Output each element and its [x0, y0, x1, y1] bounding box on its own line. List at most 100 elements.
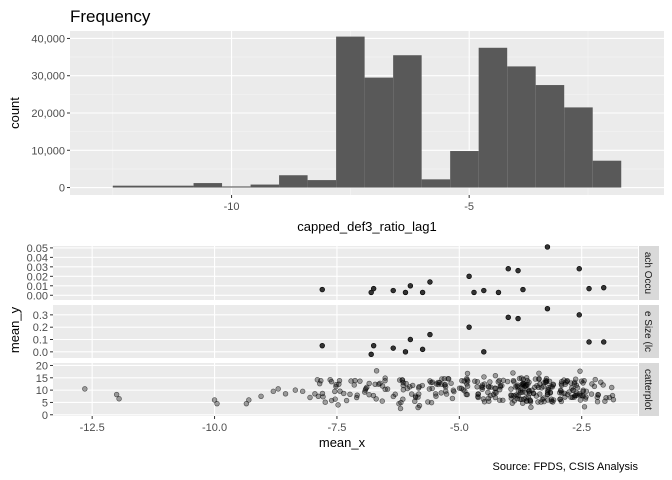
scatter-facet-2: e Size (lc 0.00.10.20.3: [33, 305, 659, 359]
scatter-point: [82, 386, 88, 392]
scatter-point: [322, 399, 328, 405]
histogram-bar: [336, 36, 365, 188]
y-tick-label: 0.01: [27, 281, 48, 293]
scatter-point: [464, 378, 471, 384]
y-tick-label: 40,000: [31, 33, 65, 45]
scatter-point: [419, 346, 426, 353]
scatter-point: [407, 384, 413, 390]
scatter-point: [481, 349, 487, 355]
source-caption: Source: FPDS, CSIS Analysis: [493, 461, 639, 473]
scatter-point: [377, 380, 383, 387]
y-tick-label: 5: [42, 397, 48, 409]
scatter-point: [390, 287, 396, 294]
scatter-point: [427, 279, 433, 285]
scatter-panel: [53, 246, 638, 300]
scatter-point: [580, 380, 586, 386]
facet-strip: [639, 246, 659, 300]
histogram-y-label: count: [7, 97, 22, 129]
scatter-point: [581, 404, 588, 410]
scatter-point: [510, 370, 516, 376]
scatter-point: [438, 390, 444, 396]
facet-strip: [639, 363, 659, 416]
scatter-point: [366, 391, 372, 398]
scatter-point: [412, 398, 418, 405]
scatter-point: [497, 383, 504, 389]
x-tick-label: -10.0: [202, 422, 227, 434]
scatter-point: [458, 385, 465, 391]
scatter-point: [352, 377, 358, 384]
scatter-point: [536, 376, 542, 382]
scatter-point: [396, 377, 403, 383]
scatter-point: [318, 377, 324, 384]
scatter-point: [536, 370, 542, 376]
histogram-bar: [507, 66, 536, 188]
scatter-point: [347, 391, 353, 397]
scatter-point: [522, 383, 529, 389]
y-tick-label: 30,000: [31, 71, 65, 83]
scatter-facet-1: ach Occu 0.000.010.020.030.040.05: [27, 243, 659, 302]
scatter-y-label: mean_y: [7, 306, 22, 353]
scatter-point: [558, 398, 565, 405]
scatter-point: [335, 402, 341, 408]
scatter-point: [496, 397, 503, 403]
scatter-point: [526, 387, 532, 394]
histogram-bar: [421, 179, 451, 188]
scatter-point: [592, 376, 598, 383]
scatter-point: [576, 266, 582, 272]
scatter-point: [275, 386, 281, 392]
scatter-point: [332, 388, 338, 395]
scatter-point: [353, 394, 360, 401]
scatter-point: [400, 382, 406, 389]
scatter-point: [480, 396, 487, 402]
scatter-point: [505, 266, 511, 272]
scatter-point: [449, 395, 456, 402]
scatter-point: [481, 287, 487, 294]
histogram-bar: [307, 180, 337, 188]
scatter-point: [577, 397, 584, 403]
scatter-point: [492, 385, 498, 391]
scatter-point: [515, 315, 521, 322]
scatter-point: [416, 391, 422, 397]
scatter-point: [214, 400, 220, 407]
scatter-point: [601, 339, 607, 345]
scatter-point: [402, 289, 409, 296]
scatter-point: [363, 385, 369, 392]
histogram-bar: [279, 175, 308, 188]
scatter-point: [527, 397, 533, 403]
scatter-point: [407, 336, 414, 343]
scatter-point: [382, 377, 388, 384]
scatter-point: [332, 396, 338, 402]
scatter-point: [409, 382, 416, 389]
scatter-point: [586, 285, 592, 292]
y-tick-label: 15: [36, 373, 48, 385]
scatter-point: [116, 396, 122, 402]
y-tick-label: 20: [36, 360, 48, 372]
scatter-point: [343, 397, 350, 404]
scatter-point: [270, 388, 276, 395]
scatter-point: [576, 312, 582, 318]
histogram-bar: [250, 184, 280, 188]
scatter-point: [518, 375, 525, 381]
scatter-point: [602, 398, 608, 404]
scatter-point: [570, 387, 576, 393]
scatter-point: [392, 391, 398, 397]
x-tick-label: -10: [224, 201, 240, 213]
scatter-point: [319, 286, 325, 293]
scatter-point: [464, 370, 471, 377]
scatter-point: [486, 384, 492, 390]
scatter-point: [601, 284, 607, 291]
y-tick-label: 10: [36, 385, 48, 397]
scatter-point: [515, 267, 521, 274]
scatter-point: [492, 394, 499, 401]
scatter-point: [509, 400, 515, 406]
scatter-point: [492, 389, 498, 396]
scatter-point: [464, 383, 471, 389]
scatter-point: [246, 397, 252, 403]
y-tick-label: 0.3: [33, 310, 48, 322]
scatter-point: [538, 399, 544, 405]
histogram-bar: [222, 186, 251, 188]
facet-strip-label: e Size (lc: [642, 311, 653, 352]
scatter-point: [337, 388, 343, 394]
scatter-point: [528, 404, 534, 410]
